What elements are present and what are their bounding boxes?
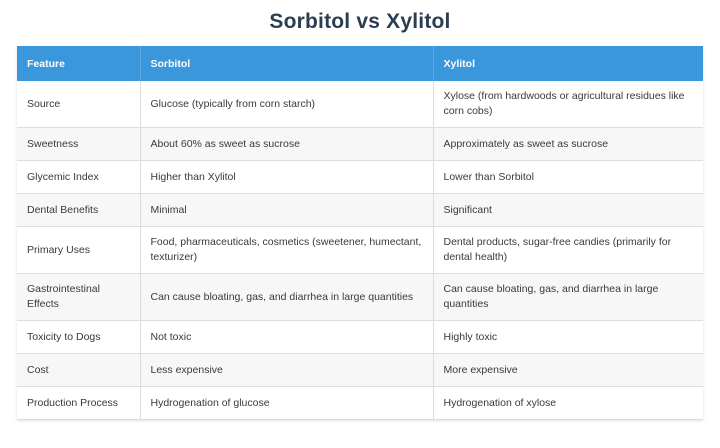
xylitol-cell: Lower than Sorbitol [433,160,703,194]
sorbitol-cell: Hydrogenation of glucose [140,386,434,420]
xylitol-cell: Dental products, sugar-free candies (pri… [433,226,703,274]
page-title: Sorbitol vs Xylitol [269,10,451,33]
table-row: Toxicity to Dogs Not toxic Highly toxic [17,320,703,354]
sorbitol-cell: Food, pharmaceuticals, cosmetics (sweete… [140,226,434,274]
feature-cell: Gastrointestinal Effects [17,273,141,321]
feature-cell: Cost [17,353,141,387]
feature-cell: Primary Uses [17,226,141,274]
xylitol-cell: Can cause bloating, gas, and diarrhea in… [433,273,703,321]
table-row: Cost Less expensive More expensive [17,353,703,387]
feature-cell: Production Process [17,386,141,420]
xylitol-cell: Approximately as sweet as sucrose [433,127,703,161]
xylitol-cell: Significant [433,193,703,227]
table-row: Source Glucose (typically from corn star… [17,81,703,128]
xylitol-cell: Highly toxic [433,320,703,354]
xylitol-cell: Hydrogenation of xylose [433,386,703,420]
sorbitol-cell: Not toxic [140,320,434,354]
sorbitol-cell: Minimal [140,193,434,227]
header-feature: Feature [17,46,141,81]
feature-cell: Source [17,81,141,128]
feature-cell: Toxicity to Dogs [17,320,141,354]
table-row: Primary Uses Food, pharmaceuticals, cosm… [17,226,703,274]
sorbitol-cell: Can cause bloating, gas, and diarrhea in… [140,273,434,321]
table-row: Dental Benefits Minimal Significant [17,193,703,227]
feature-cell: Glycemic Index [17,160,141,194]
table-header-row: Feature Sorbitol Xylitol [17,46,703,81]
comparison-table: Feature Sorbitol Xylitol Source Glucose … [17,46,703,420]
table-row: Glycemic Index Higher than Xylitol Lower… [17,160,703,194]
xylitol-cell: Xylose (from hardwoods or agricultural r… [433,81,703,128]
sorbitol-cell: About 60% as sweet as sucrose [140,127,434,161]
feature-cell: Dental Benefits [17,193,141,227]
feature-cell: Sweetness [17,127,141,161]
table-row: Gastrointestinal Effects Can cause bloat… [17,273,703,321]
sorbitol-cell: Higher than Xylitol [140,160,434,194]
sorbitol-cell: Less expensive [140,353,434,387]
sorbitol-cell: Glucose (typically from corn starch) [140,81,434,128]
xylitol-cell: More expensive [433,353,703,387]
table-row: Sweetness About 60% as sweet as sucrose … [17,127,703,161]
header-xylitol: Xylitol [433,46,703,81]
table-row: Production Process Hydrogenation of gluc… [17,386,703,420]
header-sorbitol: Sorbitol [140,46,434,81]
